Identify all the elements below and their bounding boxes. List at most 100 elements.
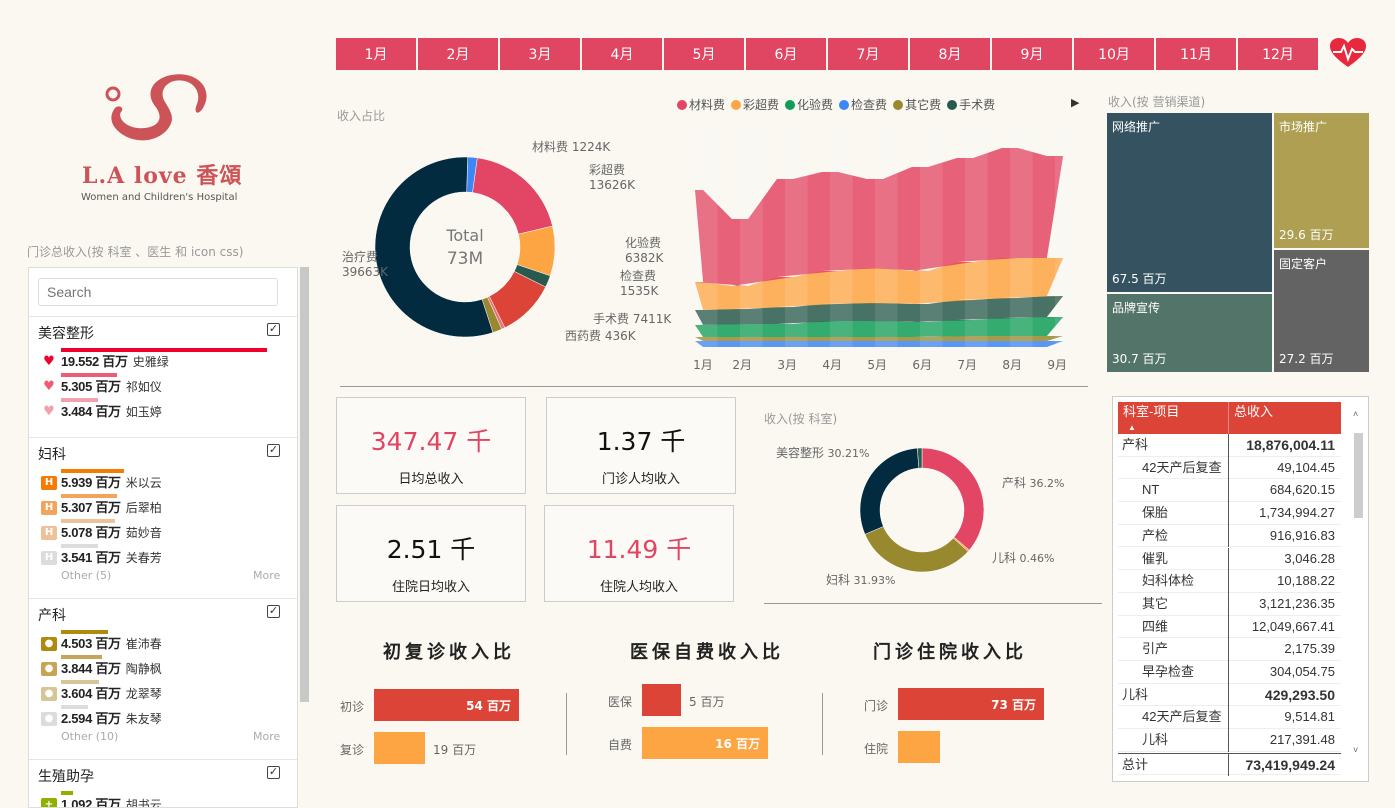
dept-group-name[interactable]: 美容整形: [38, 326, 94, 342]
left-panel-scrollbar[interactable]: [300, 267, 309, 702]
legend-item[interactable]: 化验费: [785, 96, 833, 113]
month-button-12[interactable]: 12月: [1238, 38, 1318, 70]
scroll-up-icon[interactable]: ˄: [1353, 409, 1359, 419]
month-button-6[interactable]: 6月: [746, 38, 826, 70]
checkbox-checked-icon[interactable]: ✓: [267, 765, 280, 779]
dept-group-name[interactable]: 生殖助孕: [38, 769, 94, 785]
table-row[interactable]: NT 684,620.15: [1118, 479, 1341, 503]
row-label: 保胎: [1142, 505, 1169, 521]
x-tick-label: 1月: [693, 358, 713, 372]
table-row[interactable]: 儿科 429,293.50: [1118, 683, 1341, 707]
doctor-entry[interactable]: H 3.541 百万 关春芳: [41, 544, 281, 569]
more-link[interactable]: More: [253, 569, 281, 582]
month-button-2[interactable]: 2月: [418, 38, 498, 70]
area-series-其它费[interactable]: [695, 336, 1064, 341]
legend-next-icon[interactable]: ▶: [1071, 96, 1080, 109]
doctor-entry[interactable]: ♥ 3.484 百万 如玉婷: [41, 398, 281, 423]
treemap-cell-regular[interactable]: 固定客户 27.2 百万: [1274, 250, 1369, 372]
doctor-entry[interactable]: H 5.307 百万 后翠柏: [41, 494, 281, 519]
doctor-entry[interactable]: +1.092 百万 胡书云: [41, 791, 281, 807]
month-button-8[interactable]: 8月: [910, 38, 990, 70]
donut-slice-产科[interactable]: [921, 447, 985, 551]
area-series-化验费[interactable]: [695, 317, 1064, 337]
doctor-entry[interactable]: ● 3.844 百万 陶静枫: [41, 655, 281, 680]
col-header-total[interactable]: 总收入: [1234, 404, 1274, 419]
col-header-dept-item[interactable]: 科室-项目: [1123, 404, 1180, 419]
bar[interactable]: [374, 732, 425, 764]
legend-item[interactable]: 手术费: [947, 96, 995, 113]
donut-slice-彩超费[interactable]: [472, 157, 553, 235]
doctor-name: 史雅绿: [132, 355, 169, 369]
row-value: 429,293.50: [1228, 683, 1341, 707]
month-button-1[interactable]: 1月: [336, 38, 416, 70]
table-row[interactable]: 儿科 217,391.48: [1118, 729, 1341, 752]
table-row[interactable]: 催乳 3,046.28: [1118, 547, 1341, 571]
legend-item[interactable]: 材料费: [677, 96, 725, 113]
month-button-7[interactable]: 7月: [828, 38, 908, 70]
donut-slice-unlabeled[interactable]: [917, 447, 923, 469]
legend-item[interactable]: 彩超费: [731, 96, 779, 113]
bar[interactable]: 54 百万: [374, 689, 519, 721]
table-row[interactable]: 保胎 1,734,994.27: [1118, 502, 1341, 525]
doctor-entry[interactable]: ♥ 5.305 百万 祁如仪: [41, 373, 281, 398]
donut-slice-妇科[interactable]: [864, 526, 969, 573]
doctor-entry[interactable]: H 5.939 百万 米以云: [41, 469, 281, 494]
month-button-9[interactable]: 9月: [992, 38, 1072, 70]
table-total-row[interactable]: 总计 73,419,949.24: [1118, 752, 1341, 777]
dept-group-name[interactable]: 产科: [38, 608, 66, 624]
treemap-cell-market[interactable]: 市场推广 29.6 百万: [1274, 113, 1369, 248]
doctor-entry-text: 19.552 百万 史雅绿: [61, 354, 169, 370]
doctor-entry[interactable]: ● 3.604 百万 龙翠琴: [41, 680, 281, 705]
table-row[interactable]: 42天产后复查 9,514.81: [1118, 706, 1341, 730]
bar[interactable]: 16 百万: [642, 727, 768, 759]
table-row[interactable]: 产科 18,876,004.11: [1118, 434, 1341, 457]
row-value: 304,054.75: [1228, 661, 1341, 684]
other-count[interactable]: Other (10): [61, 730, 119, 743]
table-row[interactable]: 四维 12,049,667.41: [1118, 615, 1341, 639]
treemap-cell-brand[interactable]: 品牌宣传 30.7 百万: [1107, 294, 1272, 372]
table-row[interactable]: 早孕检查 304,054.75: [1118, 661, 1341, 684]
doctor-entry[interactable]: ● 2.594 百万 朱友琴: [41, 705, 281, 730]
table-row[interactable]: 妇科体检 10,188.22: [1118, 570, 1341, 593]
month-button-10[interactable]: 10月: [1074, 38, 1154, 70]
donut-slice-美容整形[interactable]: [859, 447, 920, 535]
dept-donut-title: 收入(按 科室): [764, 412, 838, 426]
month-button-11[interactable]: 11月: [1156, 38, 1236, 70]
kpi-label: 住院人均收入: [599, 580, 678, 595]
month-button-5[interactable]: 5月: [664, 38, 744, 70]
dept-group-name[interactable]: 妇科: [38, 447, 66, 463]
more-link[interactable]: More: [253, 730, 281, 743]
table-row[interactable]: 产检 916,916.83: [1118, 524, 1341, 548]
checkbox-checked-icon[interactable]: ✓: [267, 604, 280, 618]
bar[interactable]: [642, 684, 681, 716]
doctor-entry[interactable]: ♥ 19.552 百万 史雅绿: [41, 348, 281, 373]
doctor-entry-text: 3.844 百万 陶静枫: [61, 661, 162, 677]
other-count[interactable]: Other (5): [61, 569, 112, 582]
scroll-down-icon[interactable]: ˅: [1353, 745, 1359, 755]
area-series-检查费[interactable]: [695, 341, 1064, 347]
treemap-title: 收入(按 营销渠道): [1108, 95, 1206, 109]
divider: [822, 693, 823, 755]
checkbox-checked-icon[interactable]: ✓: [267, 322, 280, 336]
row-label: 催乳: [1142, 550, 1169, 566]
month-button-3[interactable]: 3月: [500, 38, 580, 70]
doctor-entry[interactable]: H 5.078 百万 茹妙音: [41, 519, 281, 544]
search-input[interactable]: [38, 278, 278, 306]
table-scrollbar[interactable]: [1354, 433, 1363, 518]
bar[interactable]: [898, 731, 940, 763]
treemap-cell-online[interactable]: 网络推广 67.5 百万: [1107, 113, 1272, 292]
sort-asc-icon[interactable]: ▲: [1128, 423, 1136, 432]
doctor-entry[interactable]: ● 4.503 百万 崔沛春: [41, 630, 281, 655]
table-row[interactable]: 42天产后复查 49,104.45: [1118, 456, 1341, 480]
legend-item[interactable]: 其它费: [893, 96, 941, 113]
checkbox-checked-icon[interactable]: ✓: [267, 443, 280, 457]
area-series-手术费[interactable]: [695, 296, 1064, 325]
table-row[interactable]: 引产 2,175.39: [1118, 638, 1341, 661]
legend-item[interactable]: 检查费: [839, 96, 887, 113]
month-button-4[interactable]: 4月: [582, 38, 662, 70]
donut-slice-治疗费[interactable]: [374, 156, 494, 338]
table-row[interactable]: 其它 3,121,236.35: [1118, 592, 1341, 616]
area-series-材料费[interactable]: [695, 148, 1064, 286]
bar[interactable]: 73 百万: [898, 688, 1044, 720]
area-series-彩超费[interactable]: [695, 258, 1064, 310]
